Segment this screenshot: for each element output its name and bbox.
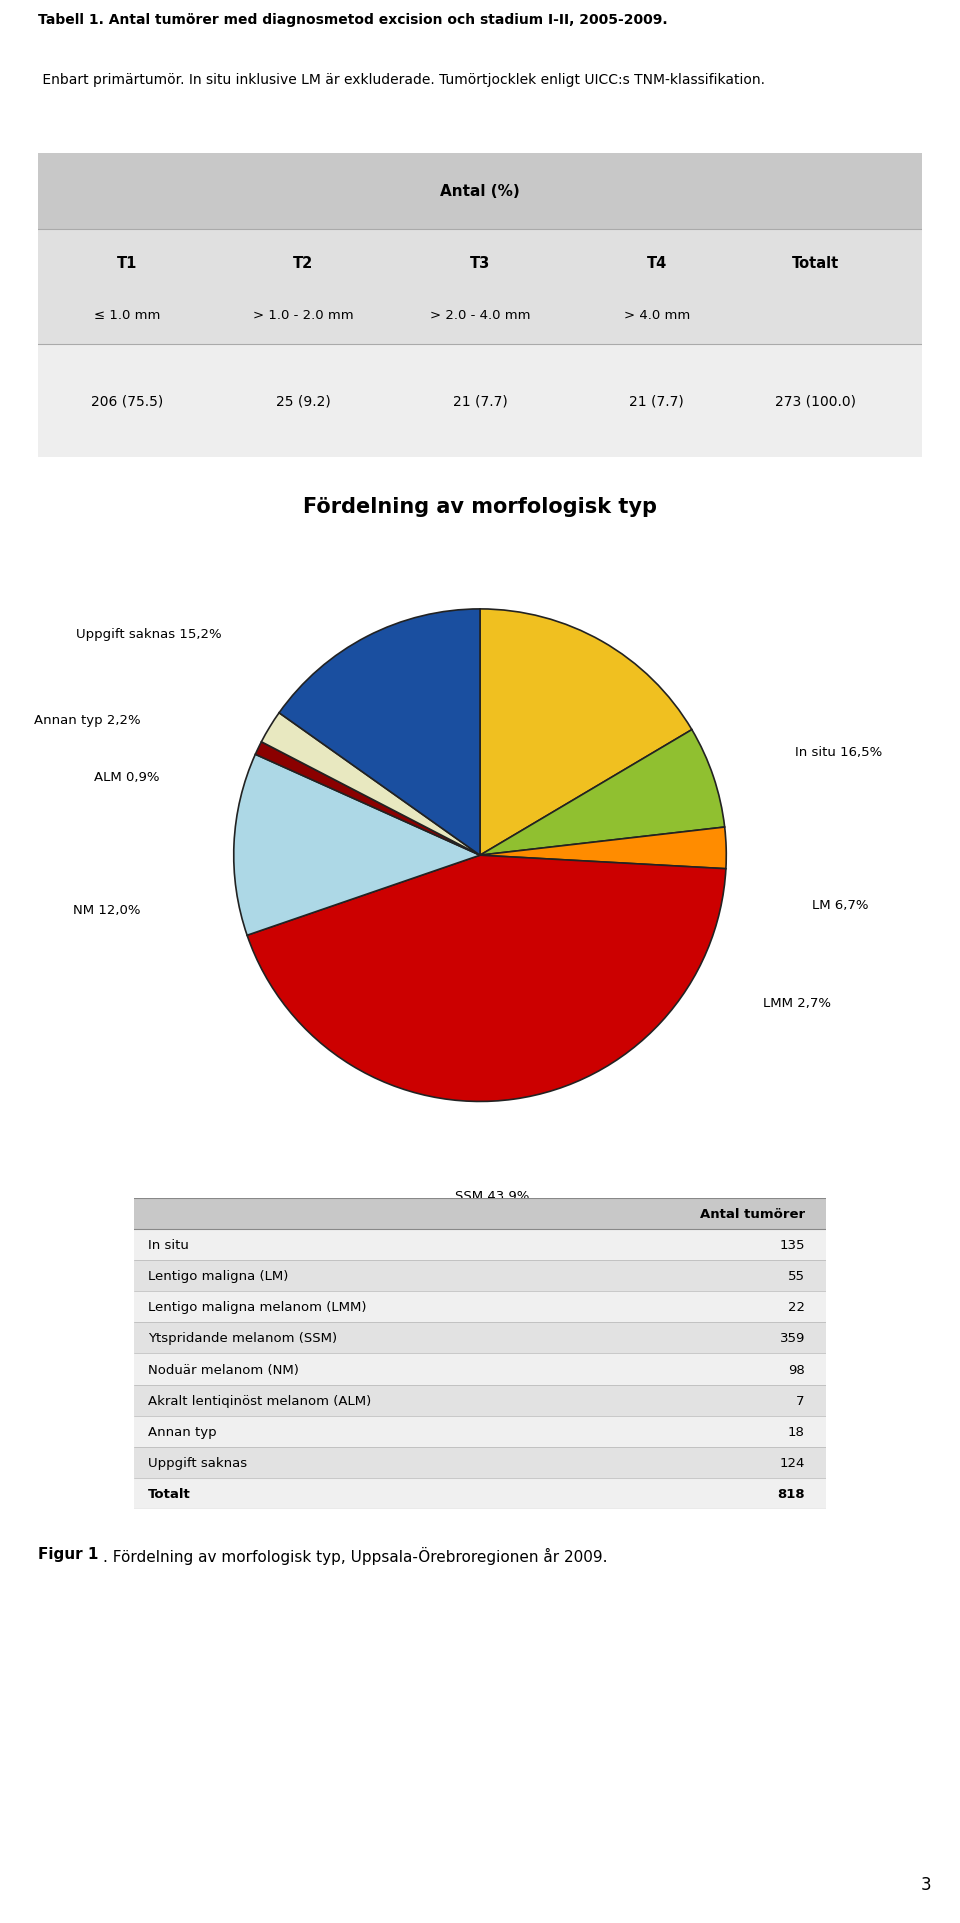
Wedge shape <box>233 756 480 937</box>
Text: Lentigo maligna melanom (LMM): Lentigo maligna melanom (LMM) <box>148 1300 367 1313</box>
Text: 206 (75.5): 206 (75.5) <box>90 394 163 408</box>
Text: 359: 359 <box>780 1333 804 1344</box>
Text: LM 6,7%: LM 6,7% <box>812 898 869 912</box>
Text: Totalt: Totalt <box>792 256 839 271</box>
Text: 7: 7 <box>797 1394 804 1408</box>
Text: ≤ 1.0 mm: ≤ 1.0 mm <box>93 308 160 321</box>
Text: . Fördelning av morfologisk typ, Uppsala-Örebroregionen år 2009.: . Fördelning av morfologisk typ, Uppsala… <box>103 1546 608 1563</box>
Text: Uppgift saknas 15,2%: Uppgift saknas 15,2% <box>76 627 222 640</box>
FancyBboxPatch shape <box>38 231 922 346</box>
Text: 18: 18 <box>788 1425 804 1438</box>
FancyBboxPatch shape <box>134 1385 826 1415</box>
FancyBboxPatch shape <box>134 1323 826 1354</box>
Text: Fördelning av morfologisk typ: Fördelning av morfologisk typ <box>303 496 657 517</box>
Text: Uppgift saknas: Uppgift saknas <box>148 1456 248 1469</box>
Text: 124: 124 <box>780 1456 804 1469</box>
Text: Noduär melanom (NM): Noduär melanom (NM) <box>148 1363 300 1375</box>
Text: 22: 22 <box>788 1300 804 1313</box>
Text: 55: 55 <box>788 1269 804 1283</box>
FancyBboxPatch shape <box>134 1448 826 1479</box>
Text: Annan typ 2,2%: Annan typ 2,2% <box>34 713 140 727</box>
Text: 21 (7.7): 21 (7.7) <box>452 394 508 408</box>
Text: 273 (100.0): 273 (100.0) <box>775 394 856 408</box>
Wedge shape <box>247 856 726 1102</box>
Text: 25 (9.2): 25 (9.2) <box>276 394 331 408</box>
Text: Ytspridande melanom (SSM): Ytspridande melanom (SSM) <box>148 1333 337 1344</box>
Wedge shape <box>261 713 480 856</box>
Text: Figur 1: Figur 1 <box>38 1546 99 1561</box>
Wedge shape <box>255 742 480 856</box>
Text: Enbart primärtumör. In situ inklusive LM är exkluderade. Tumörtjocklek enligt UI: Enbart primärtumör. In situ inklusive LM… <box>38 73 765 87</box>
Text: 818: 818 <box>778 1488 804 1500</box>
Text: Antal tumörer: Antal tumörer <box>700 1208 804 1219</box>
Text: 21 (7.7): 21 (7.7) <box>629 394 684 408</box>
Text: 135: 135 <box>780 1238 804 1252</box>
Text: > 4.0 mm: > 4.0 mm <box>623 308 690 321</box>
Text: T2: T2 <box>293 256 314 271</box>
Wedge shape <box>279 610 480 856</box>
Text: > 2.0 - 4.0 mm: > 2.0 - 4.0 mm <box>430 308 530 321</box>
Text: 3: 3 <box>921 1875 931 1892</box>
Text: NM 12,0%: NM 12,0% <box>73 904 140 917</box>
Text: In situ: In situ <box>148 1238 189 1252</box>
Text: T3: T3 <box>469 256 491 271</box>
FancyBboxPatch shape <box>38 154 922 231</box>
Text: SSM 43,9%: SSM 43,9% <box>455 1188 530 1202</box>
Text: LMM 2,7%: LMM 2,7% <box>763 996 831 1010</box>
Text: In situ 16,5%: In situ 16,5% <box>795 746 882 760</box>
Text: T4: T4 <box>646 256 667 271</box>
FancyBboxPatch shape <box>134 1292 826 1323</box>
FancyBboxPatch shape <box>134 1198 826 1229</box>
Text: Totalt: Totalt <box>148 1488 191 1500</box>
Text: Akralt lentiqinöst melanom (ALM): Akralt lentiqinöst melanom (ALM) <box>148 1394 372 1408</box>
Wedge shape <box>480 731 725 856</box>
Text: Tabell 1. Antal tumörer med diagnosmetod excision och stadium I-II, 2005-2009.: Tabell 1. Antal tumörer med diagnosmetod… <box>38 13 668 27</box>
FancyBboxPatch shape <box>134 1260 826 1292</box>
Text: T1: T1 <box>116 256 137 271</box>
Text: Antal (%): Antal (%) <box>440 185 520 200</box>
Wedge shape <box>480 610 692 856</box>
Text: 98: 98 <box>788 1363 804 1375</box>
FancyBboxPatch shape <box>134 1229 826 1260</box>
Text: > 1.0 - 2.0 mm: > 1.0 - 2.0 mm <box>253 308 353 321</box>
Text: Lentigo maligna (LM): Lentigo maligna (LM) <box>148 1269 289 1283</box>
Text: ALM 0,9%: ALM 0,9% <box>94 771 160 783</box>
Wedge shape <box>480 827 727 869</box>
FancyBboxPatch shape <box>134 1415 826 1448</box>
FancyBboxPatch shape <box>134 1354 826 1385</box>
FancyBboxPatch shape <box>134 1479 826 1510</box>
Text: Annan typ: Annan typ <box>148 1425 217 1438</box>
FancyBboxPatch shape <box>38 346 922 458</box>
